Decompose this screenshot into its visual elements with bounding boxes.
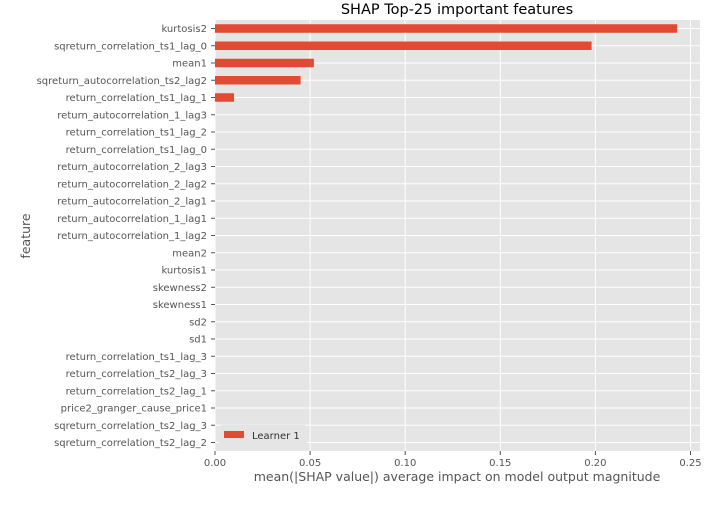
legend-swatch: [224, 431, 244, 438]
y-tick-label: mean2: [172, 248, 207, 259]
y-tick-label: return_autocorrelation_1_lag3: [57, 110, 207, 121]
y-tick-label: return_correlation_ts2_lag_3: [66, 369, 207, 380]
y-tick-label: return_correlation_ts2_lag_1: [66, 386, 207, 397]
x-tick-label: 0.25: [679, 458, 701, 469]
y-tick-label: skewness2: [153, 283, 207, 294]
legend-box: [219, 425, 307, 447]
y-tick-label: kurtosis1: [161, 266, 207, 277]
x-tick-label: 0.00: [204, 458, 226, 469]
y-tick-label: return_correlation_ts1_lag_2: [66, 128, 207, 139]
y-tick-label: return_autocorrelation_1_lag1: [57, 214, 207, 225]
y-tick-label: return_correlation_ts1_lag_1: [66, 93, 207, 104]
chart-title: SHAP Top-25 important features: [341, 2, 573, 18]
y-tick-label: return_autocorrelation_1_lag2: [57, 231, 207, 242]
y-tick-label: sqreturn_correlation_ts2_lag_2: [54, 438, 207, 449]
y-tick-label: mean1: [172, 59, 207, 70]
bars: [215, 24, 678, 102]
y-tick-label: return_autocorrelation_2_lag1: [57, 197, 207, 208]
x-tick-label: 0.05: [299, 458, 321, 469]
y-tick-label: sqreturn_correlation_ts2_lag_3: [54, 421, 207, 432]
y-tick-label: return_correlation_ts1_lag_3: [66, 352, 207, 363]
legend: Learner 1: [219, 425, 307, 447]
y-tick-label: return_autocorrelation_2_lag2: [57, 179, 207, 190]
x-tick-label: 0.10: [394, 458, 416, 469]
legend-label: Learner 1: [252, 431, 300, 442]
y-tick-label: kurtosis2: [161, 24, 207, 35]
y-tick-label: price2_granger_cause_price1: [61, 404, 207, 415]
y-axis-label: feature: [18, 213, 33, 258]
category-labels: kurtosis2 sqreturn_correlation_ts1_lag_0m…: [37, 24, 215, 449]
bar: [215, 76, 301, 85]
y-tick-label: return_autocorrelation_2_lag3: [57, 162, 207, 173]
y-tick-label: sqreturn_autocorrelation_ts2_lag2: [37, 76, 207, 87]
x-tick-label: 0.20: [584, 458, 606, 469]
bar: [215, 93, 235, 102]
x-ticks: 0.00 0.05 0.10 0.15 0.20 0.25: [204, 451, 702, 469]
y-tick-label: return_correlation_ts1_lag_0: [66, 145, 207, 156]
y-tick-label: sd2: [189, 317, 207, 328]
bar: [215, 24, 678, 33]
bar: [215, 58, 314, 68]
bar: [215, 41, 592, 50]
y-tick-label: skewness1: [153, 300, 207, 311]
x-axis-label: mean(|SHAP value|) average impact on mod…: [254, 469, 661, 484]
x-tick-label: 0.15: [489, 458, 511, 469]
y-tick-label: sd1: [189, 335, 207, 346]
y-tick-label: sqreturn_correlation_ts1_lag_0: [54, 41, 207, 52]
